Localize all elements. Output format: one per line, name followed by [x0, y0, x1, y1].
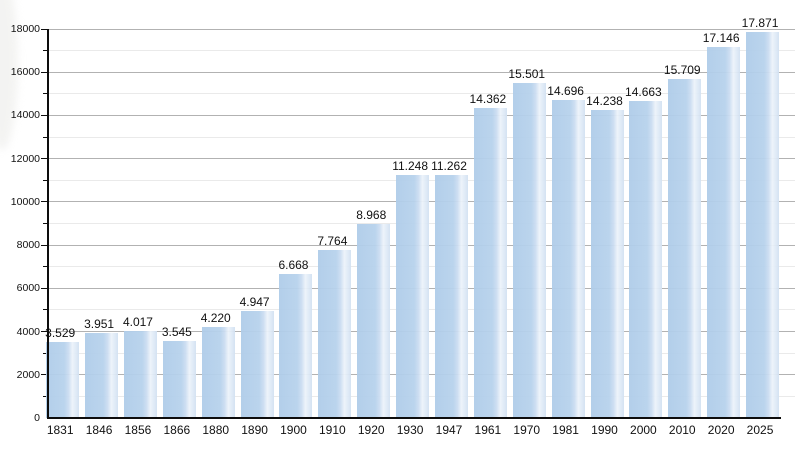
gridline-major: [48, 158, 795, 160]
y-tick-minor: [43, 309, 47, 311]
y-axis-label: 12000: [10, 152, 40, 165]
y-tick-major: [41, 287, 47, 289]
bar-1880: [201, 326, 235, 418]
y-tick-minor: [43, 395, 47, 397]
bar-value-label: 14.663: [625, 85, 662, 100]
bar-2000: [629, 101, 663, 418]
bar-1866: [162, 341, 196, 418]
bar-value-label: 17.871: [741, 15, 779, 30]
y-tick-minor: [43, 93, 47, 95]
y-tick-major: [41, 158, 47, 160]
gridline-minor: [48, 136, 795, 138]
y-axis-label: 8000: [16, 239, 40, 252]
bar-value-label: 3.951: [84, 316, 115, 331]
y-tick-minor: [43, 136, 47, 138]
x-axis-label-2025: 2025: [746, 423, 774, 437]
x-axis-line: [46, 417, 781, 419]
bar-1910: [318, 250, 352, 418]
x-axis-label-1961: 1961: [474, 423, 502, 437]
y-tick-major: [41, 28, 47, 30]
bar-1846: [85, 332, 119, 418]
x-axis-label-1866: 1866: [163, 423, 191, 437]
bar-1961: [473, 107, 507, 418]
x-axis-label-2020: 2020: [707, 423, 735, 437]
x-axis-label-2000: 2000: [630, 423, 657, 437]
bar-value-label: 4.220: [200, 310, 231, 325]
bar-value-label: 17.146: [702, 31, 740, 46]
gridline-minor: [48, 93, 795, 95]
bar-2010: [668, 78, 702, 418]
bar-1900: [279, 273, 313, 418]
bar-value-label: 8.968: [356, 208, 387, 223]
bar-value-label: 7.764: [317, 234, 348, 249]
x-axis-label-1947: 1947: [435, 423, 463, 437]
y-tick-minor: [43, 179, 47, 181]
bar-1947: [435, 174, 468, 418]
bar-value-label: 15.501: [508, 67, 546, 81]
y-axis-label: 10000: [10, 195, 40, 208]
gridline-minor: [48, 50, 795, 52]
gridline-major: [48, 28, 795, 30]
y-axis-label: 16000: [10, 66, 40, 79]
bar-2025: [746, 31, 780, 418]
y-tick-major: [41, 244, 47, 246]
y-tick-major: [41, 71, 47, 73]
gridline-major: [48, 114, 795, 116]
x-axis-label-1920: 1920: [357, 423, 385, 437]
bar-1920: [357, 224, 391, 418]
bar-value-label: 3.529: [45, 325, 76, 340]
x-axis-label-1890: 1890: [241, 423, 268, 437]
x-axis-label-2010: 2010: [668, 423, 696, 437]
y-tick-minor: [43, 223, 47, 224]
y-tick-minor: [43, 50, 47, 52]
bar-value-label: 14.362: [469, 91, 507, 106]
bar-2020: [707, 47, 741, 418]
bar-value-label: 4.017: [122, 315, 153, 330]
x-axis-label-1880: 1880: [202, 423, 230, 437]
bar-value-label: 3.545: [161, 325, 192, 340]
bar-value-label: 14.696: [547, 84, 584, 99]
x-axis-label-1831: 1831: [46, 423, 74, 437]
bar-1890: [240, 311, 274, 418]
bar-1981: [551, 100, 585, 418]
y-axis-label: 2000: [16, 368, 40, 381]
x-axis-label-1981: 1981: [552, 423, 579, 437]
y-axis-label: 6000: [16, 282, 40, 295]
bar-value-label: 11.248: [392, 158, 429, 173]
bar-value-label: 14.238: [586, 94, 623, 109]
y-tick-major: [41, 374, 47, 376]
y-axis-label: 0: [34, 412, 40, 424]
x-axis-label-1846: 1846: [85, 423, 113, 437]
x-axis-label-1856: 1856: [124, 423, 152, 437]
bar-1970: [512, 83, 546, 418]
y-tick-minor: [43, 352, 47, 354]
x-axis-label-1930: 1930: [396, 423, 424, 437]
corner-artifact: [0, 0, 18, 150]
x-axis-label-1990: 1990: [591, 423, 618, 437]
bar-value-label: 11.262: [431, 158, 467, 173]
bar-1990: [590, 110, 624, 418]
bar-1856: [123, 331, 157, 418]
bar-1930: [396, 174, 430, 418]
bar-1831: [46, 341, 80, 418]
y-tick-major: [41, 114, 47, 116]
y-axis-label: 14000: [10, 109, 40, 122]
bar-value-label: 4.947: [239, 295, 270, 310]
x-axis-label-1910: 1910: [319, 423, 346, 437]
gridline-major: [48, 71, 795, 73]
y-axis-label: 18000: [10, 23, 40, 35]
y-tick-minor: [43, 266, 47, 268]
x-axis-label-1970: 1970: [513, 423, 541, 437]
y-tick-major: [41, 331, 47, 333]
bar-value-label: 6.668: [278, 257, 309, 272]
y-axis-label: 4000: [16, 325, 40, 338]
x-axis-label-1900: 1900: [280, 423, 307, 437]
bar-value-label: 15.709: [663, 62, 701, 77]
y-tick-major: [41, 201, 47, 203]
y-axis-line: [46, 29, 49, 419]
